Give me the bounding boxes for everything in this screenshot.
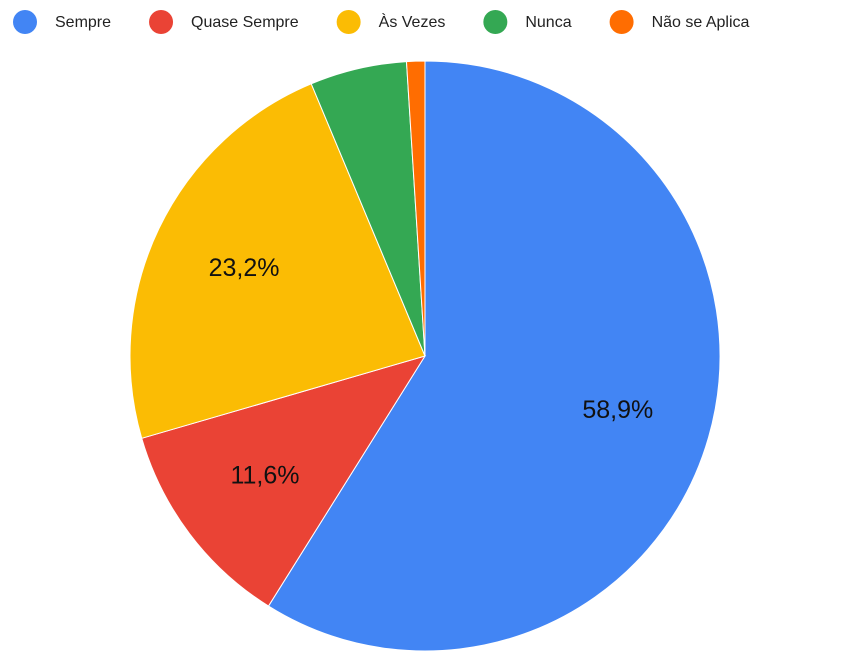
legend-swatch [336,10,361,34]
legend-label: Sempre [55,14,111,31]
pie-slice [129,83,426,439]
legend-label: Quase Sempre [191,14,299,31]
pie-slice [141,355,427,607]
pie-slice [405,60,426,357]
legend-swatch [13,10,37,34]
legend-swatch [483,10,508,34]
legend-swatch [609,10,634,34]
legend-swatch [149,10,174,34]
slice-label: 58,9% [582,396,653,424]
legend-label: Às Vezes [379,12,446,31]
legend-label: Não se Aplica [652,14,750,31]
slice-label: 23,2% [209,254,280,282]
legend-label: Nunca [525,14,571,31]
slice-label: 11,6% [230,462,299,490]
